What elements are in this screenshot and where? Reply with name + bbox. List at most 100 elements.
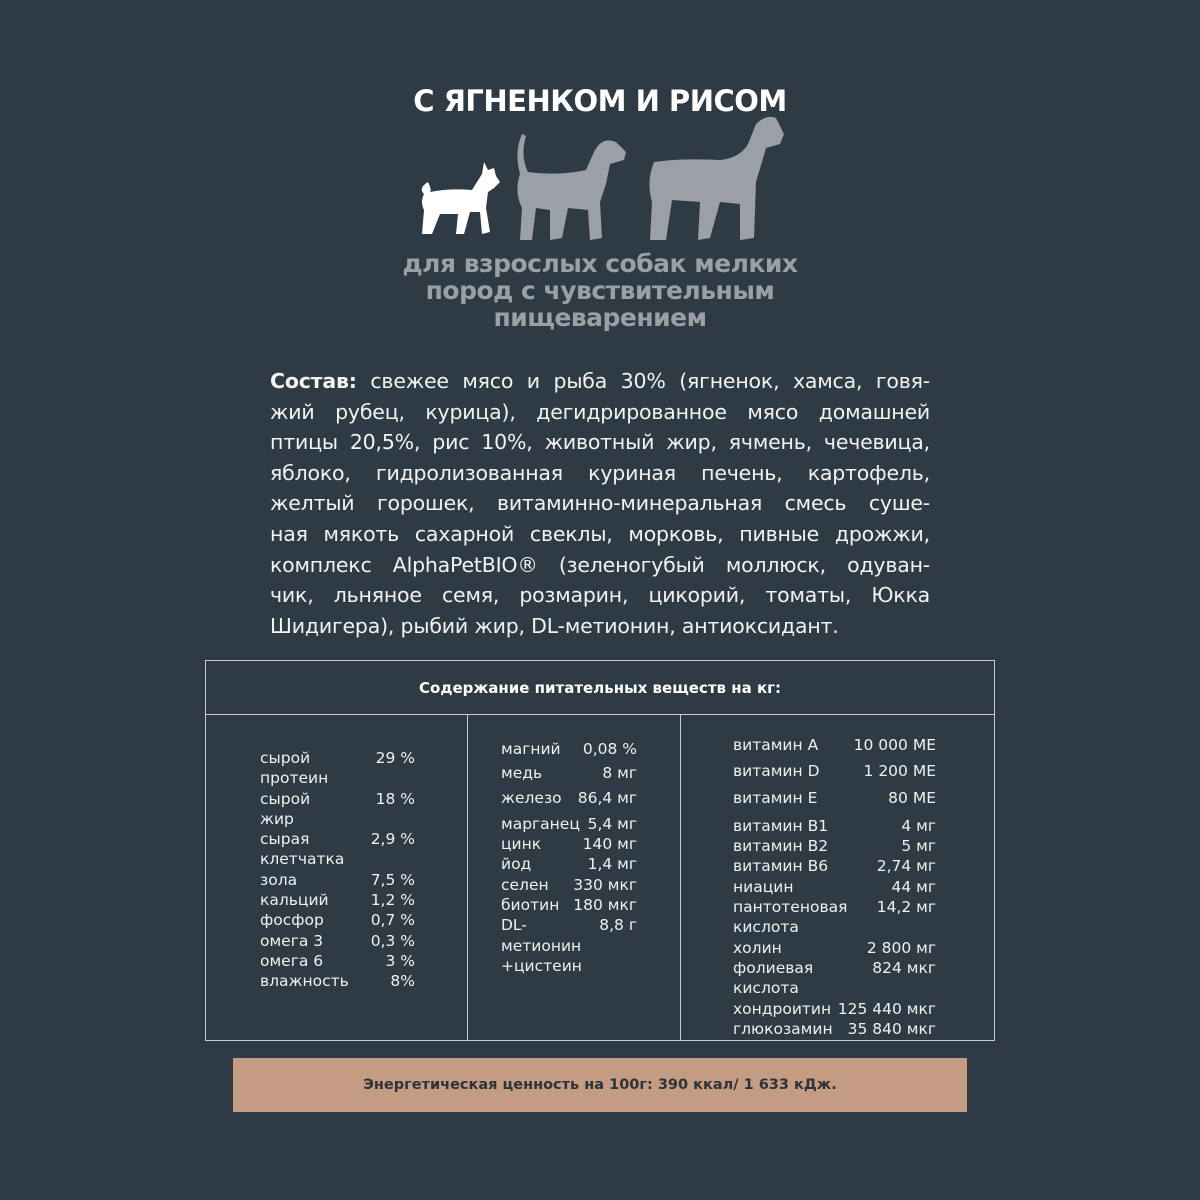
nutrient-name: кальций — [260, 891, 329, 910]
nutrient-value: 80 МЕ — [888, 788, 936, 807]
nutrient-value: 125 440 мкг — [837, 999, 936, 1018]
nutrient-value: 1,4 мг — [587, 855, 637, 874]
table-row: влажность 8% — [260, 971, 415, 991]
composition-line: яблоко, гидролизованная куриная печень, … — [270, 460, 930, 485]
nutrient-name: пантотеновая кислота — [733, 898, 848, 937]
table-row: витамин D 1 200 МЕ — [733, 761, 936, 781]
nutrient-value: 0,08 % — [582, 740, 637, 758]
nutrient-value: 4 мг — [901, 816, 936, 835]
table-row: железо 86,4 мг — [501, 788, 637, 808]
subtitle-line: пород с чувствительным — [425, 276, 775, 305]
table-row: глюкозамин 35 840 мкг — [733, 1019, 936, 1039]
nutrient-name: магний — [501, 740, 561, 758]
dog-size-icons — [421, 116, 784, 240]
nutrient-value: 180 мкг — [573, 896, 637, 915]
nutrient-name: хондроитин — [733, 999, 832, 1018]
nutrient-value: 1 200 МЕ — [863, 762, 936, 781]
nutrient-name: селен — [501, 875, 549, 894]
table-row: витамин В6 2,74 мг — [733, 856, 936, 876]
nutrient-name: марганец — [501, 814, 580, 833]
nutrient-name: сырая клетчатка — [260, 830, 345, 869]
medium-dog-icon — [517, 134, 626, 240]
table-row: ниацин 44 мг — [733, 877, 936, 897]
nutrient-value: 14,2 мг — [876, 898, 936, 917]
nutrient-value: 35 840 мкг — [847, 1019, 936, 1038]
nutrient-value: 7,5 % — [370, 870, 415, 889]
nutrient-value: 140 мг — [582, 835, 637, 854]
table-row: витамин В1 4 мг — [733, 816, 936, 836]
small-dog-icon — [421, 162, 500, 234]
nutrient-value: 8% — [390, 972, 415, 991]
table-row: хондроитин 125 440 мкг — [733, 999, 936, 1019]
table-row: DL-метионин +цистеин 8,8 г — [501, 915, 637, 976]
nutrient-name: витамин Е — [733, 788, 818, 807]
table-row: фолиевая кислота 824 мкг — [733, 958, 936, 999]
table-row: омега 3 0,3 % — [260, 931, 415, 951]
nutrient-value: 330 мкг — [573, 875, 637, 894]
nutrient-name: влажность — [260, 972, 349, 991]
table-header: Содержание питательных веществ на кг: — [206, 661, 994, 715]
table-row: йод 1,4 мг — [501, 854, 637, 874]
table-row: холин 2 800 мг — [733, 938, 936, 958]
large-dog-icon — [649, 116, 784, 240]
nutrient-value: 2,9 % — [370, 830, 415, 849]
table-column-minerals: магний 0,08 % медь 8 мг железо 86,4 мг маргане… — [468, 715, 681, 1040]
nutrient-value: 44 мг — [891, 877, 937, 896]
nutrient-name: железо — [501, 788, 562, 807]
nutrient-value: 0,7 % — [370, 911, 415, 930]
nutrient-name: сырой жир — [260, 789, 311, 828]
nutrient-value: 18 % — [375, 789, 415, 808]
table-row: марганец 5,4 мг — [501, 814, 637, 834]
product-title: С ЯГНЕНКОМ И РИСОМ — [413, 84, 787, 118]
nutrient-name: медь — [501, 764, 543, 783]
nutrient-value: 29 % — [375, 749, 415, 767]
table-row: витамин А 10 000 МЕ — [733, 735, 936, 755]
nutrient-value: 8,8 г — [599, 916, 637, 935]
nutrient-value: 86,4 мг — [577, 788, 637, 807]
composition-line: жий рубец, курица), дегидрированное мясо… — [270, 399, 930, 424]
nutrient-name: омега 3 — [260, 931, 324, 950]
table-row: омега 6 3 % — [260, 951, 415, 971]
subtitle-line: пищеварением — [493, 303, 707, 332]
table-row: кальций 1,2 % — [260, 890, 415, 910]
composition-line: Состав: свежее мясо и рыба 30% (ягненок,… — [270, 366, 930, 397]
energy-banner: Энергетическая ценность на 100г: 390 кка… — [233, 1058, 967, 1112]
table-row: витамин В2 5 мг — [733, 836, 936, 856]
nutrient-value: 0,3 % — [370, 931, 415, 950]
composition: Состав: свежее мясо и рыба 30% (ягненок,… — [270, 366, 930, 641]
nutrient-name: холин — [733, 938, 782, 957]
table-row: сырой жир 18 % — [260, 789, 415, 830]
nutrient-name: омега 6 — [260, 951, 324, 970]
table-row: магний 0,08 % — [501, 739, 637, 759]
nutrient-value: 2 800 мг — [866, 938, 936, 957]
table-row: витамин Е 80 МЕ — [733, 788, 936, 808]
nutrient-name: витамин А — [733, 736, 819, 754]
nutrient-name: сырой протеин — [260, 749, 329, 788]
nutrient-name: DL-метионин +цистеин — [501, 916, 582, 975]
table-row: биотин 180 мкг — [501, 895, 637, 915]
nutrient-name: витамин В6 — [733, 857, 829, 876]
nutrient-table: Содержание питательных веществ на кг: сы… — [205, 660, 995, 1041]
nutrient-name: йод — [501, 855, 532, 874]
nutrient-value: 1,2 % — [370, 891, 415, 910]
nutrient-value: 5 мг — [901, 837, 936, 856]
table-row: зола 7,5 % — [260, 870, 415, 890]
table-row: медь 8 мг — [501, 763, 637, 783]
composition-text: свежее мясо и рыба 30% (ягненок, хамса, … — [356, 369, 930, 393]
table-row: пантотеновая кислота 14,2 мг — [733, 897, 936, 938]
table-row: сырой протеин 29 % — [260, 748, 415, 789]
composition-label: Состав: — [270, 369, 357, 393]
nutrient-name: ниацин — [733, 877, 794, 896]
composition-line: желтый горошек, витаминно-минеральная см… — [270, 491, 930, 516]
subtitle-line: для взрослых собак мелких — [402, 249, 798, 278]
nutrient-name: витамин D — [733, 762, 820, 781]
nutrient-name: фолиевая кислота — [733, 958, 814, 998]
table-row: цинк 140 мг — [501, 834, 637, 854]
nutrient-name: витамин В1 — [733, 816, 829, 835]
table-column-macros: сырой протеин 29 % сырой жир 18 % сырая клетчат… — [206, 715, 468, 1040]
nutrient-value: 10 000 МЕ — [853, 736, 936, 754]
nutrient-value: 8 мг — [602, 764, 637, 783]
composition-line: Шидигера), рыбий жир, DL-метионин, антио… — [270, 613, 839, 638]
table-row: сырая клетчатка 2,9 % — [260, 829, 415, 870]
